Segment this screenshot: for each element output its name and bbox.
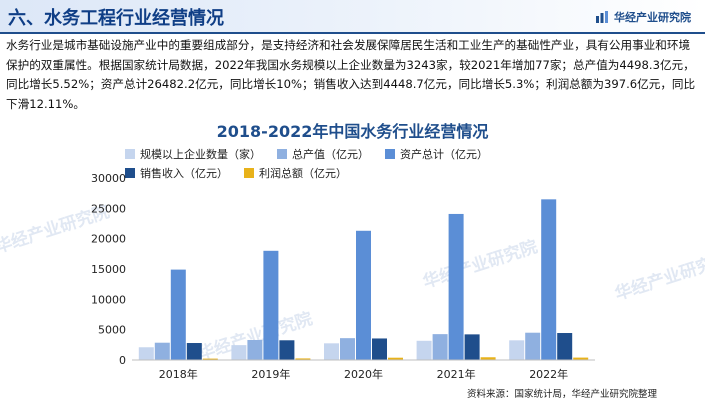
bar	[509, 340, 525, 360]
bar	[388, 357, 403, 360]
y-tick-label: 10000	[91, 293, 126, 306]
bar	[324, 343, 339, 360]
y-tick-label: 15000	[91, 263, 126, 276]
x-tick-label: 2018年	[159, 367, 198, 381]
legend-swatch	[125, 149, 135, 159]
bar	[480, 357, 496, 360]
legend-label: 资产总计（亿元）	[400, 148, 488, 161]
bar	[432, 334, 448, 360]
bar	[372, 338, 387, 360]
legend-item: 利润总额（亿元）	[244, 165, 347, 181]
bar	[186, 343, 202, 360]
bar-logo-icon	[596, 11, 608, 23]
chart-legend: 规模以上企业数量（家） 总产值（亿元） 资产总计（亿元） 销售收入（亿元） 利润…	[125, 146, 595, 181]
section-title: 六、水务工程行业经营情况	[8, 8, 224, 29]
bar	[202, 358, 218, 360]
x-tick-label: 2020年	[344, 367, 383, 381]
bar	[279, 340, 295, 360]
bar	[525, 332, 541, 360]
bar	[154, 342, 170, 360]
bar	[295, 358, 311, 360]
legend-label: 销售收入（亿元）	[140, 167, 228, 180]
legend-swatch	[244, 168, 254, 178]
legend-swatch	[385, 149, 395, 159]
y-tick-label: 20000	[91, 233, 126, 246]
y-tick-label: 5000	[98, 324, 126, 337]
brand-name: 华经产业研究院	[614, 11, 691, 24]
legend-label: 规模以上企业数量（家）	[140, 148, 261, 161]
legend-swatch	[125, 168, 135, 178]
source-note: 资料来源：国家统计局，华经产业研究院整理	[466, 389, 657, 400]
bar	[557, 333, 573, 360]
bar	[263, 250, 279, 360]
legend-item: 规模以上企业数量（家）	[125, 146, 261, 162]
bar	[448, 213, 464, 360]
x-tick-label: 2019年	[251, 367, 290, 381]
brand: 华经产业研究院	[596, 9, 691, 25]
legend-label: 利润总额（亿元）	[259, 167, 347, 180]
bar	[138, 347, 154, 360]
bar	[231, 345, 247, 360]
legend-item: 销售收入（亿元）	[125, 165, 228, 181]
bar	[356, 230, 371, 360]
y-tick-label: 0	[119, 354, 126, 367]
bar	[170, 269, 186, 360]
legend-swatch	[277, 149, 287, 159]
legend-item: 总产值（亿元）	[277, 146, 369, 162]
y-tick-label: 30000	[91, 172, 126, 185]
chart-title: 2018-2022年中国水务行业经营情况	[216, 122, 489, 141]
legend-label: 总产值（亿元）	[292, 148, 369, 161]
intro-paragraph: 水务行业是城市基础设施产业中的重要组成部分，是支持经济和社会发展保障居民生活和工…	[6, 38, 696, 111]
x-tick-label: 2022年	[529, 367, 568, 381]
bar	[247, 339, 263, 360]
bar	[541, 199, 557, 360]
header-bar	[0, 0, 705, 34]
bar	[416, 340, 432, 360]
bar	[340, 338, 355, 360]
y-tick-label: 25000	[91, 202, 126, 215]
bar	[573, 357, 589, 360]
legend-item: 资产总计（亿元）	[385, 146, 488, 162]
bar	[464, 334, 480, 360]
x-tick-label: 2021年	[437, 367, 476, 381]
